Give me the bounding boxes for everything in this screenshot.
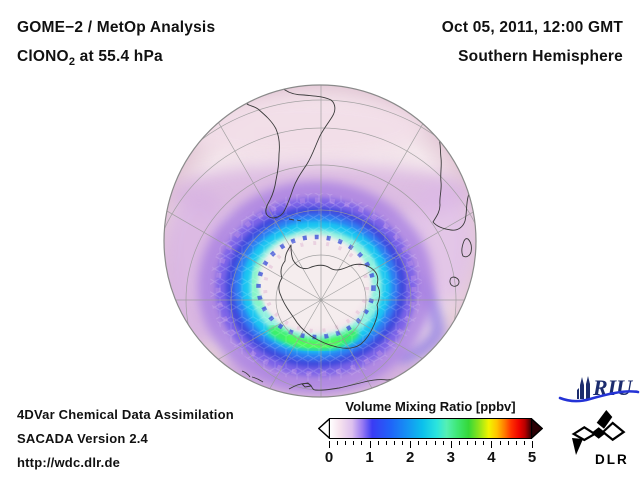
antarctica-outline	[278, 244, 381, 349]
tick-mark	[523, 441, 525, 445]
tick-mark	[353, 441, 355, 445]
tick-mark	[393, 441, 395, 445]
globe	[164, 85, 476, 397]
tick-mark	[418, 441, 420, 445]
species-subscript: 2	[68, 56, 76, 69]
tick-mark	[515, 441, 517, 445]
tick-mark	[385, 441, 387, 445]
tick-mark	[483, 441, 485, 445]
tasmania-outline	[301, 382, 312, 388]
island-outline	[449, 276, 460, 287]
tick-mark	[458, 441, 460, 445]
header-right: Oct 05, 2011, 12:00 GMT Southern Hemisph…	[442, 13, 623, 71]
south-america-outline	[246, 86, 336, 219]
tick-label: 0	[324, 449, 334, 466]
colorbar-labels: 0 1 2 3 4 5	[325, 449, 536, 467]
tick-mark	[507, 441, 509, 445]
continent-outlines	[241, 86, 476, 391]
tick-label: 3	[446, 449, 455, 466]
tick-mark	[345, 441, 347, 445]
datetime-label: Oct 05, 2011, 12:00 GMT	[441, 19, 623, 36]
species-level: ClONO2 at 55.4 hPa	[17, 42, 215, 77]
tick-mark	[475, 441, 477, 445]
tick-mark	[337, 441, 339, 445]
dlr-wordmark: DLR	[595, 452, 629, 467]
tick-mark	[361, 441, 363, 445]
falkland-islands-outline	[288, 218, 302, 222]
tick-label: 5	[527, 449, 537, 466]
colorbar-gradient	[329, 418, 532, 439]
tick-mark	[532, 441, 533, 448]
cathedral-icon	[577, 376, 590, 399]
pressure-level: at 55.4 hPa	[75, 48, 163, 65]
tick-mark	[410, 441, 412, 448]
colorbar-right-arrow-icon	[531, 418, 543, 439]
river-wave-icon	[558, 390, 640, 403]
riu-logo: RIU	[558, 375, 640, 403]
dlr-logo: DLR	[571, 410, 629, 467]
analysis-title: GOME−2 / MetOp Analysis	[17, 19, 216, 36]
madagascar-outline	[461, 238, 472, 258]
header-left: GOME−2 / MetOp Analysis ClONO2 at 55.4 h…	[17, 13, 215, 77]
tick-mark	[329, 441, 330, 448]
colorbar-title: Volume Mixing Ratio [ppbv]	[345, 399, 516, 414]
tick-mark	[434, 441, 436, 445]
tick-mark	[369, 441, 371, 448]
globe-rim	[163, 84, 477, 398]
assimilation-label: 4DVar Chemical Data Assimilation	[17, 407, 234, 422]
species-name: ClONO	[17, 48, 69, 65]
hemisphere-label: Southern Hemisphere	[458, 48, 623, 65]
tick-label: 4	[487, 449, 496, 466]
tick-mark	[491, 441, 493, 448]
tick-mark	[402, 441, 404, 445]
colorbar-ticks	[329, 441, 533, 449]
tick-mark	[467, 441, 469, 445]
tick-mark	[377, 441, 379, 445]
africa-outline	[428, 120, 476, 231]
tick-label: 2	[406, 449, 415, 466]
version-label: SACADA Version 2.4	[17, 431, 148, 446]
tick-mark	[426, 441, 428, 445]
tick-label: 1	[365, 449, 374, 466]
tick-mark	[499, 441, 501, 445]
url-label: http://wdc.dlr.de	[17, 455, 121, 470]
tick-mark	[450, 441, 452, 448]
dlr-emblem-icon	[571, 410, 626, 455]
footer-credits: 4DVar Chemical Data Assimilation SACADA …	[17, 403, 234, 475]
tick-mark	[442, 441, 444, 445]
new-zealand-outline	[241, 370, 264, 383]
